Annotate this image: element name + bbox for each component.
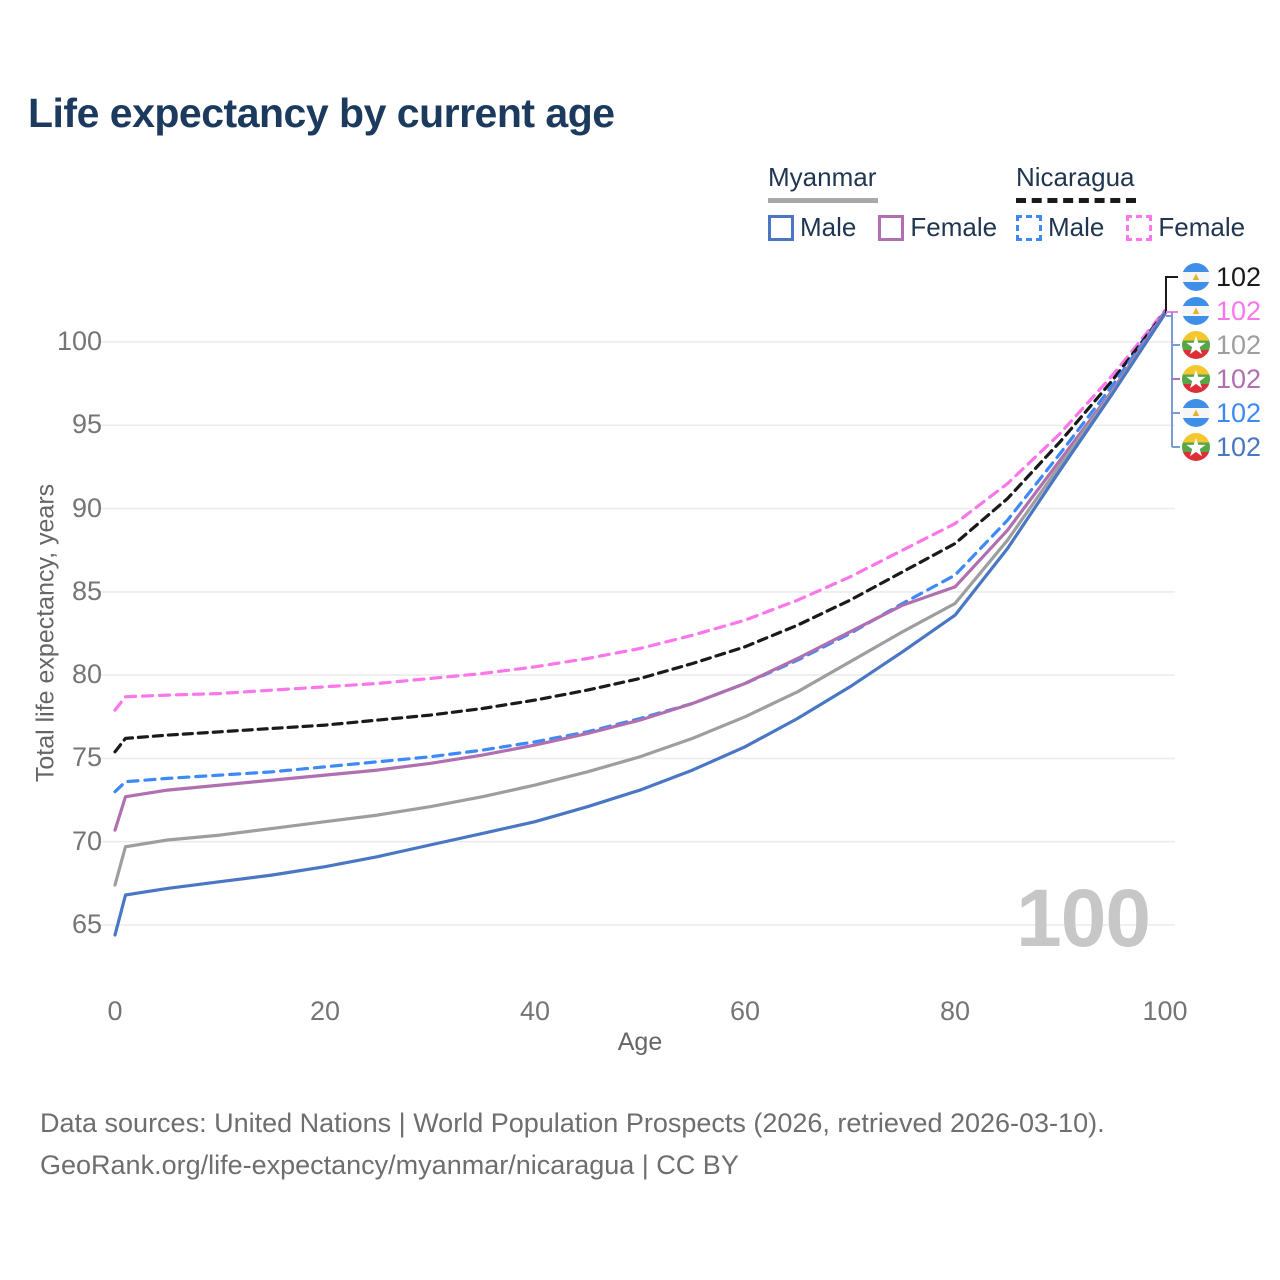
legend-item-myanmar-male[interactable]: Male [768, 212, 856, 243]
series-line-myanmar-all [113, 312, 1167, 887]
page-title: Life expectancy by current age [28, 90, 615, 136]
y-tick-70: 70 [71, 825, 102, 856]
end-label-value: 102 [1216, 329, 1262, 360]
myanmar-flag-icon: ★ [1182, 331, 1210, 359]
footer-attribution: GeoRank.org/life-expectancy/myanmar/nica… [40, 1150, 739, 1180]
x-tick-60: 60 [729, 996, 761, 1026]
legend-item-nicaragua-female[interactable]: Female [1126, 212, 1245, 243]
legend-item-nicaragua-male[interactable]: Male [1016, 212, 1104, 243]
y-tick-90: 90 [71, 492, 102, 523]
legend-swatch-myanmar-female [878, 214, 905, 241]
y-tick-65: 65 [71, 909, 102, 939]
end-label-myanmar-all: ★ 102 [1182, 329, 1261, 361]
nicaragua-flag-icon: ▲ [1182, 399, 1210, 427]
legend-label-myanmar-female: Female [910, 212, 998, 242]
end-label-value: 102 [1216, 397, 1262, 428]
x-tick-0: 0 [107, 996, 123, 1026]
end-label-value: 102 [1216, 261, 1262, 292]
series-line-nicaragua-all [113, 310, 1167, 754]
star-icon: ★ [1184, 366, 1208, 393]
star-icon: ★ [1184, 332, 1208, 359]
end-label-myanmar-male: ★ 102 [1182, 431, 1261, 463]
x-tick-100: 100 [1142, 996, 1188, 1026]
y-tick-80: 80 [71, 659, 102, 690]
legend-nicaragua-title: Nicaragua [1016, 162, 1135, 192]
end-label-nicaragua-all: ▲ 102 [1182, 261, 1261, 293]
legend-group-nicaragua: Nicaragua Male Female [1016, 162, 1267, 243]
end-label-myanmar-female: ★ 102 [1182, 363, 1261, 395]
series-line-myanmar-male [113, 312, 1167, 937]
y-axis-title: Total life expectancy, years [31, 483, 60, 783]
series-line-myanmar-female [113, 310, 1167, 832]
y-tick-85: 85 [71, 575, 102, 606]
x-axis-title: Age [617, 1028, 663, 1056]
legend-myanmar-underline [768, 198, 878, 203]
emblem-icon: ▲ [1190, 407, 1202, 419]
x-tick-80: 80 [939, 996, 971, 1026]
footer-data-sources: Data sources: United Nations | World Pop… [40, 1108, 1105, 1138]
y-tick-100: 100 [56, 326, 102, 356]
myanmar-flag-icon: ★ [1182, 433, 1210, 461]
nicaragua-flag-icon: ▲ [1182, 297, 1210, 325]
x-tick-40: 40 [519, 996, 551, 1026]
x-tick-20: 20 [309, 996, 341, 1026]
end-label-value: 102 [1216, 295, 1262, 326]
series-line-nicaragua-female [113, 308, 1167, 712]
legend-swatch-nicaragua-female [1126, 214, 1153, 241]
legend-nicaragua-underline [1016, 198, 1136, 203]
series-line-nicaragua-male [113, 310, 1167, 794]
legend-label-myanmar-male: Male [800, 212, 857, 242]
end-label-nicaragua-female: ▲ 102 [1182, 295, 1261, 327]
y-tick-95: 95 [71, 409, 102, 440]
end-label-nicaragua-male: ▲ 102 [1182, 397, 1261, 429]
legend-item-myanmar-female[interactable]: Female [878, 212, 997, 243]
legend-label-nicaragua-male: Male [1048, 212, 1105, 242]
legend-label-nicaragua-female: Female [1158, 212, 1246, 242]
y-tick-75: 75 [71, 742, 102, 773]
legend-group-myanmar: Myanmar Male Female [768, 162, 1019, 243]
nicaragua-flag-icon: ▲ [1182, 263, 1210, 291]
legend-swatch-nicaragua-male [1016, 214, 1042, 241]
emblem-icon: ▲ [1190, 305, 1202, 317]
myanmar-flag-icon: ★ [1182, 365, 1210, 393]
legend-swatch-myanmar-male [768, 214, 794, 241]
end-label-value: 102 [1216, 431, 1262, 462]
star-icon: ★ [1184, 434, 1208, 461]
emblem-icon: ▲ [1190, 271, 1202, 283]
end-label-connector-0 [1165, 276, 1178, 313]
age-watermark: 100 [1016, 873, 1151, 964]
end-label-value: 102 [1216, 363, 1262, 394]
legend-myanmar-title: Myanmar [768, 162, 877, 192]
